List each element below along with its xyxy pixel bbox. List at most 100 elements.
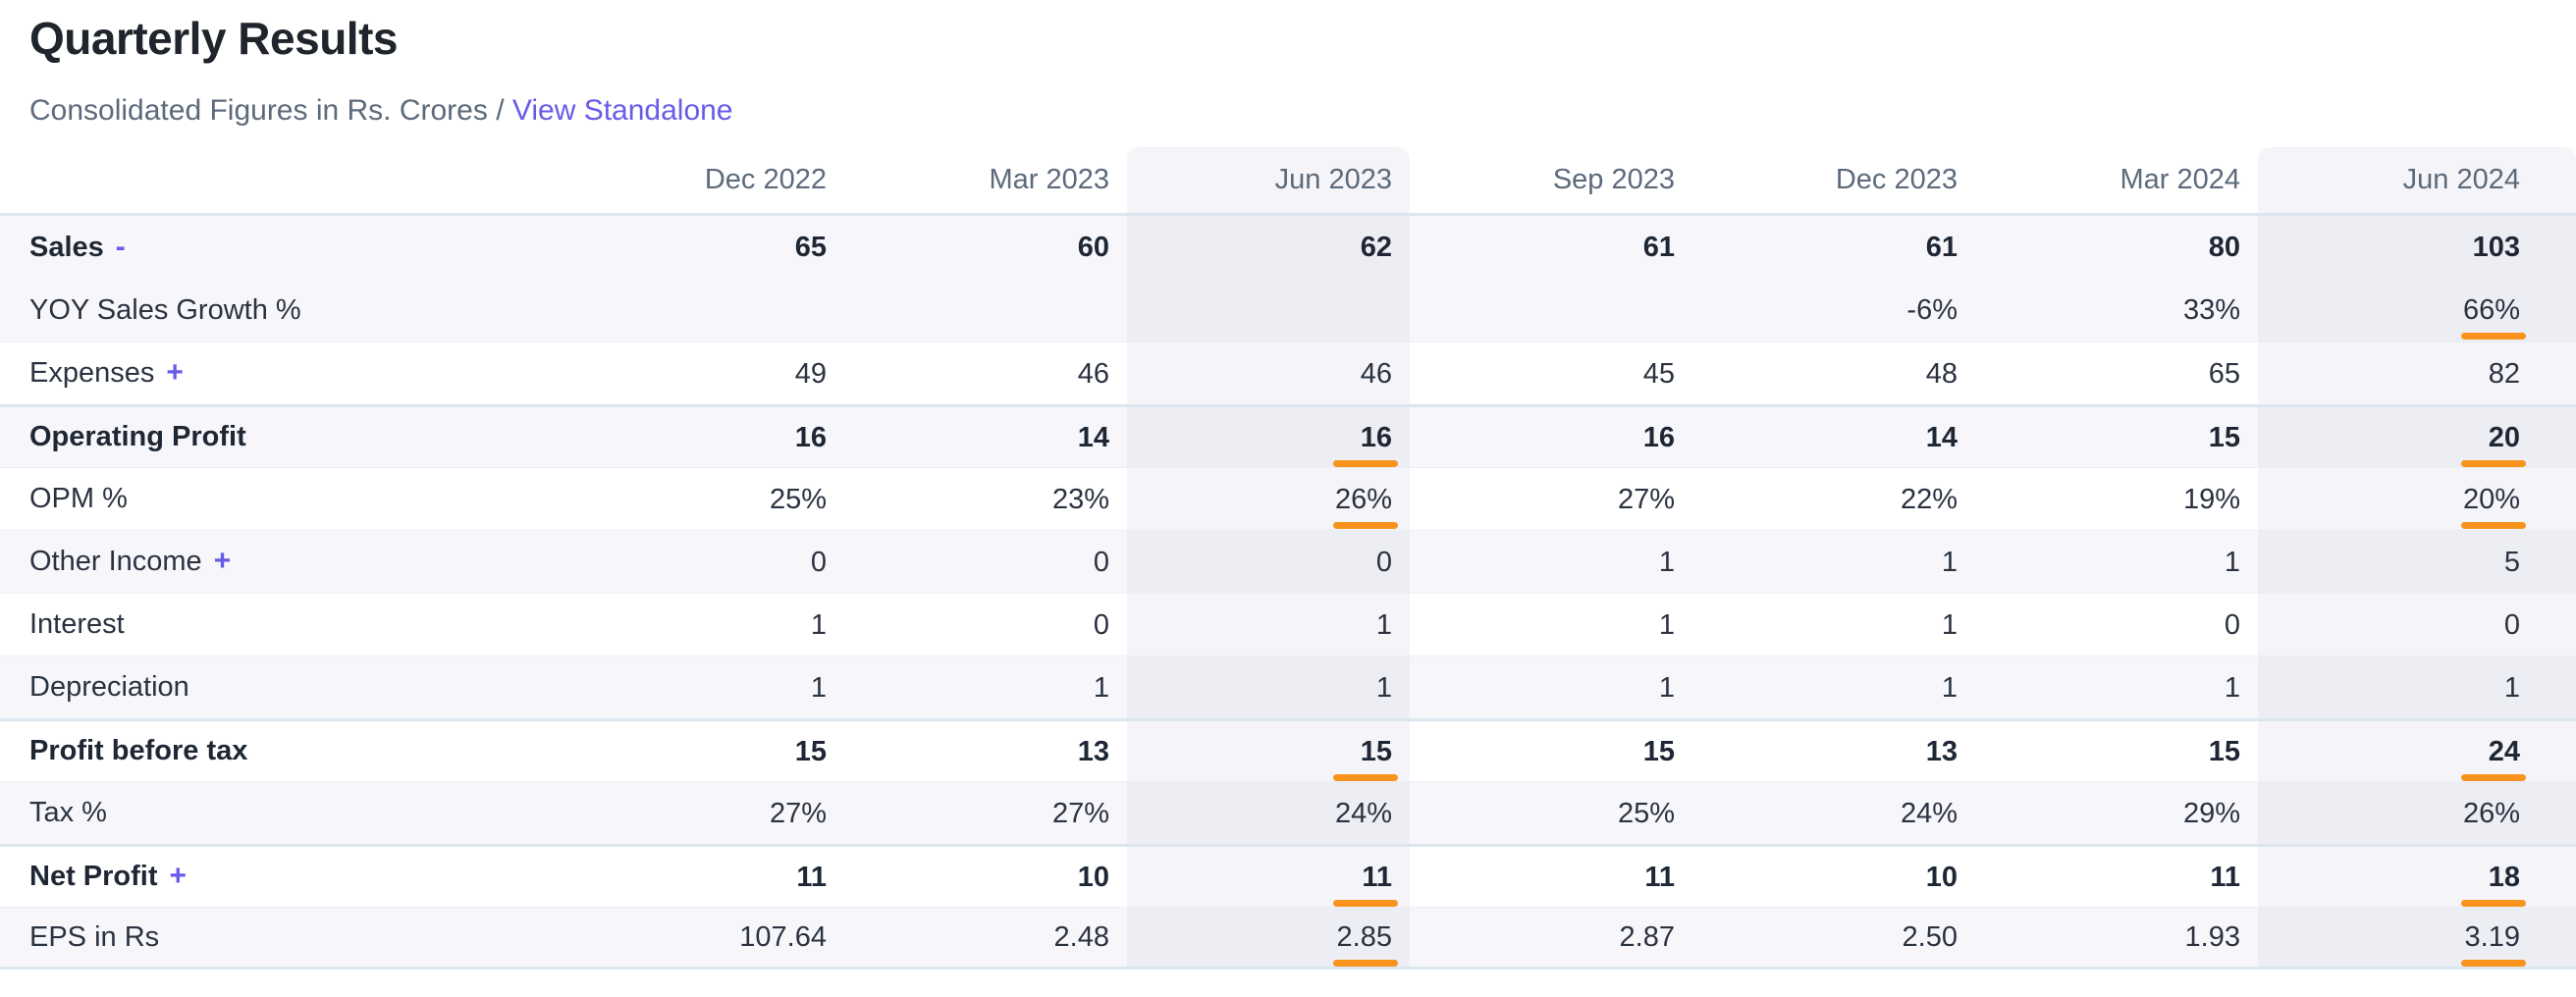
table-row: Profit before tax 15 13 15 15 13 15 24	[0, 718, 2576, 781]
cell-value: 48	[1925, 357, 1958, 390]
column-header-sep-2023: Sep 2023	[1410, 147, 1692, 216]
table-row: Sales - 65 60 62 61 61 80 103	[0, 216, 2576, 279]
subtitle: Consolidated Figures in Rs. Crores / Vie…	[29, 92, 2576, 130]
value-cell: 19%	[1975, 467, 2258, 530]
cell-value: 46	[1360, 357, 1392, 390]
cell-value: 15	[2208, 735, 2240, 767]
cell-value: 26%	[1332, 483, 1399, 529]
value-cell: 1	[1127, 593, 1410, 656]
value-cell: 1	[2258, 656, 2576, 718]
cell-value: 1	[2224, 546, 2240, 578]
cell-value: 11	[2210, 861, 2240, 893]
value-cell: 2.48	[844, 907, 1127, 970]
value-cell: 11	[1410, 844, 1692, 907]
value-cell: 14	[1692, 404, 1975, 467]
cell-value: 1.93	[2184, 921, 2240, 953]
label-column-header	[0, 147, 562, 216]
cell-value: 24%	[1900, 797, 1958, 829]
table-row: EPS in Rs 107.64 2.48 2.85 2.87 2.50 1.93 3.19	[0, 907, 2576, 970]
table-row: OPM % 25% 23% 26% 27% 22% 19% 20%	[0, 467, 2576, 530]
cell-value: 0	[1093, 546, 1109, 578]
cell-value: 82	[2488, 357, 2520, 390]
value-cell: 0	[844, 593, 1127, 656]
cell-value: 1	[1658, 546, 1675, 578]
value-cell: 11	[1975, 844, 2258, 907]
value-cell: 46	[1127, 341, 1410, 404]
row-label: Expenses	[29, 357, 155, 389]
cell-value: 1	[2224, 671, 2240, 704]
cell-value: 15	[1332, 735, 1399, 781]
value-cell: 62	[1127, 216, 1410, 279]
cell-value: 16	[1332, 421, 1399, 467]
cell-value: 0	[1093, 608, 1109, 641]
value-cell	[1127, 279, 1410, 341]
value-cell: 29%	[1975, 781, 2258, 844]
cell-value: 0	[2503, 608, 2520, 641]
cell-value: 15	[1642, 735, 1675, 767]
row-label-cell: Sales -	[0, 216, 562, 279]
expand-toggle[interactable]: +	[166, 356, 184, 389]
cell-value: 1	[1375, 608, 1392, 641]
cell-value: 0	[1375, 546, 1392, 578]
value-cell: 0	[562, 530, 844, 593]
cell-value: 1	[1941, 546, 1958, 578]
cell-value: 29%	[2182, 797, 2240, 829]
cell-value: 11	[1333, 861, 1398, 907]
header-row: Dec 2022 Mar 2023 Jun 2023 Sep 2023 Dec 2023…	[0, 147, 2576, 216]
cell-value: 66%	[2460, 294, 2527, 340]
value-cell: 2.50	[1692, 907, 1975, 970]
cell-value: 5	[2503, 546, 2520, 578]
value-cell: 27%	[844, 781, 1127, 844]
row-label-cell: Expenses +	[0, 341, 562, 404]
page-title: Quarterly Results	[29, 13, 398, 64]
cell-value: 15	[794, 735, 827, 767]
value-cell: 1	[1975, 656, 2258, 718]
row-label-cell: Interest	[0, 593, 562, 656]
value-cell: -6%	[1692, 279, 1975, 341]
cell-value: 61	[1925, 232, 1958, 263]
cell-value: 65	[2208, 357, 2240, 390]
value-cell: 24%	[1127, 781, 1410, 844]
cell-value: 1	[810, 671, 827, 704]
cell-value: 0	[2224, 608, 2240, 641]
value-cell: 1	[1692, 530, 1975, 593]
cell-value: 45	[1642, 357, 1675, 390]
row-label: Operating Profit	[29, 421, 246, 452]
value-cell: 49	[562, 341, 844, 404]
value-cell: 24	[2258, 718, 2576, 781]
quarterly-results-section: Quarterly Results Consolidated Figures i…	[0, 10, 2576, 970]
row-label-cell: EPS in Rs	[0, 907, 562, 970]
value-cell: 15	[1127, 718, 1410, 781]
value-cell: 5	[2258, 530, 2576, 593]
value-cell: 15	[1975, 718, 2258, 781]
cell-value: 14	[1077, 421, 1109, 453]
value-cell: 65	[1975, 341, 2258, 404]
column-header-mar-2023: Mar 2023	[844, 147, 1127, 216]
value-cell: 1	[562, 593, 844, 656]
value-cell	[1410, 279, 1692, 341]
cell-value: 107.64	[739, 921, 827, 953]
cell-value: 61	[1642, 232, 1675, 263]
row-label: Profit before tax	[29, 735, 248, 766]
value-cell: 80	[1975, 216, 2258, 279]
cell-value: 65	[794, 232, 827, 263]
collapse-toggle[interactable]: -	[115, 230, 126, 263]
expand-toggle[interactable]: +	[213, 545, 232, 577]
value-cell: 1	[1410, 530, 1692, 593]
cell-value: 46	[1077, 357, 1109, 390]
row-label: Tax %	[29, 797, 107, 828]
row-label: EPS in Rs	[29, 920, 160, 953]
row-label-cell: Profit before tax	[0, 718, 562, 781]
value-cell	[562, 279, 844, 341]
cell-value: 1	[1375, 671, 1392, 704]
value-cell: 33%	[1975, 279, 2258, 341]
row-label: YOY Sales Growth %	[29, 293, 301, 326]
view-standalone-link[interactable]: View Standalone	[511, 94, 733, 127]
row-label-cell: Operating Profit	[0, 404, 562, 467]
expand-toggle[interactable]: +	[169, 860, 188, 892]
value-cell: 1	[1127, 656, 1410, 718]
row-label: OPM %	[29, 483, 128, 514]
cell-value: -6%	[1906, 294, 1958, 326]
cell-value: 24%	[1334, 797, 1392, 829]
cell-value: 2.48	[1053, 921, 1109, 953]
